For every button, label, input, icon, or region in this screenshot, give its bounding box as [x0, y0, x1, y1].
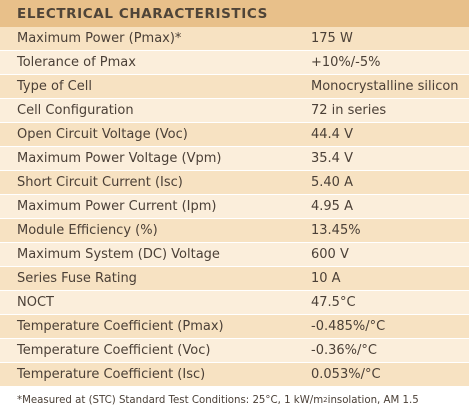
- table-row: Module Efficiency (%) 13.45%: [0, 219, 469, 243]
- row-label: Short Circuit Current (Isc): [17, 175, 183, 190]
- row-label: Temperature Coefficient (Pmax): [17, 319, 224, 334]
- row-label: Type of Cell: [17, 79, 92, 94]
- row-label: Series Fuse Rating: [17, 271, 137, 286]
- table-row: Cell Configuration 72 in series: [0, 99, 469, 123]
- row-value: 175 W: [311, 31, 353, 46]
- row-label: NOCT: [17, 295, 54, 310]
- table-row: Temperature Coefficient (Pmax) -0.485%/°…: [0, 315, 469, 339]
- table-row: Temperature Coefficient (Voc) -0.36%/°C: [0, 339, 469, 363]
- table-row: NOCT 47.5°C: [0, 291, 469, 315]
- row-label: Maximum System (DC) Voltage: [17, 247, 220, 262]
- row-value: 5.40 A: [311, 175, 353, 190]
- footnote-text-end: insolation, AM 1.5: [327, 394, 419, 406]
- table-row: Series Fuse Rating 10 A: [0, 267, 469, 291]
- row-value: 35.4 V: [311, 151, 353, 166]
- row-label: Temperature Coefficient (Voc): [17, 343, 211, 358]
- table-body: Maximum Power (Pmax)* 175 W Tolerance of…: [0, 27, 469, 387]
- row-value: 600 V: [311, 247, 349, 262]
- footnote-text: *Measured at (STC) Standard Test Conditi…: [17, 394, 324, 406]
- footnote: *Measured at (STC) Standard Test Conditi…: [0, 387, 469, 413]
- row-label: Maximum Power (Pmax)*: [17, 31, 182, 46]
- row-label: Maximum Power Voltage (Vpm): [17, 151, 222, 166]
- row-label: Module Efficiency (%): [17, 223, 158, 238]
- row-label: Cell Configuration: [17, 103, 134, 118]
- row-value: 44.4 V: [311, 127, 353, 142]
- row-label: Maximum Power Current (Ipm): [17, 199, 217, 214]
- row-label: Open Circuit Voltage (Voc): [17, 127, 188, 142]
- row-value: 4.95 A: [311, 199, 353, 214]
- table-row: Open Circuit Voltage (Voc) 44.4 V: [0, 123, 469, 147]
- row-value: -0.36%/°C: [311, 343, 377, 358]
- table-row: Type of Cell Monocrystalline silicon: [0, 75, 469, 99]
- row-value: 10 A: [311, 271, 341, 286]
- table-row: Temperature Coefficient (Isc) 0.053%/°C: [0, 363, 469, 387]
- row-value: 47.5°C: [311, 295, 356, 310]
- table-title: ELECTRICAL CHARACTERISTICS: [17, 5, 268, 22]
- row-value: +10%/-5%: [311, 55, 381, 70]
- row-value: 0.053%/°C: [311, 367, 381, 382]
- row-value: 72 in series: [311, 103, 387, 118]
- row-label: Temperature Coefficient (Isc): [17, 367, 206, 382]
- table-row: Maximum Power Current (Ipm) 4.95 A: [0, 195, 469, 219]
- table-row: Maximum System (DC) Voltage 600 V: [0, 243, 469, 267]
- row-value: 13.45%: [311, 223, 361, 238]
- table-row: Short Circuit Current (Isc) 5.40 A: [0, 171, 469, 195]
- row-label: Tolerance of Pmax: [17, 55, 136, 70]
- table-row: Maximum Power Voltage (Vpm) 35.4 V: [0, 147, 469, 171]
- table-header: ELECTRICAL CHARACTERISTICS: [0, 0, 469, 27]
- footnote-superscript: 2: [323, 396, 328, 404]
- row-value: -0.485%/°C: [311, 319, 386, 334]
- table-row: Maximum Power (Pmax)* 175 W: [0, 27, 469, 51]
- table-row: Tolerance of Pmax +10%/-5%: [0, 51, 469, 75]
- row-value: Monocrystalline silicon: [311, 79, 459, 94]
